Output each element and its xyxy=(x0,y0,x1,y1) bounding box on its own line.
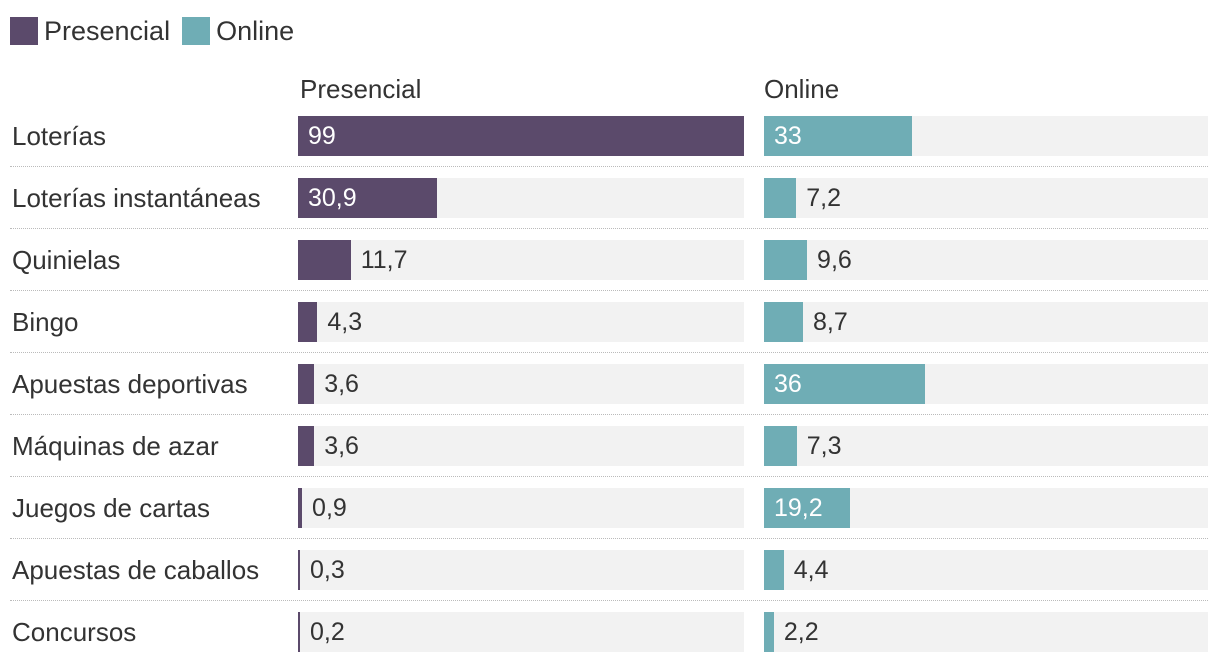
bar-online xyxy=(764,116,912,156)
bar-track-online: 36 xyxy=(764,364,1208,404)
column-header-presencial: Presencial xyxy=(300,74,422,104)
bar-track-online: 7,2 xyxy=(764,178,1208,218)
category-label: Bingo xyxy=(12,307,79,337)
bar-track-online: 4,4 xyxy=(764,550,1208,590)
data-label-presencial: 11,7 xyxy=(360,246,408,274)
bar-track-presencial: 0,3 xyxy=(298,550,744,590)
bar-track-online: 9,6 xyxy=(764,240,1208,280)
column-header-online: Online xyxy=(764,74,840,104)
category-label: Apuestas de caballos xyxy=(12,555,260,585)
data-label-online: 19,2 xyxy=(774,494,823,522)
bar-track-presencial: 0,2 xyxy=(298,612,744,652)
data-label-presencial: 0,9 xyxy=(312,494,347,522)
legend-item-online: Online xyxy=(182,16,294,47)
bar-presencial xyxy=(298,302,318,342)
row-divider xyxy=(10,600,1208,601)
legend-label-presencial: Presencial xyxy=(44,15,171,46)
bar-track-presencial: 3,6 xyxy=(298,426,744,466)
bar-track-presencial: 99 xyxy=(298,116,744,156)
category-label: Concursos xyxy=(12,617,137,647)
row-divider xyxy=(10,476,1208,477)
category-label: Apuestas deportivas xyxy=(12,369,248,399)
bar-track-online: 19,2 xyxy=(764,488,1208,528)
bar-track-presencial: 3,6 xyxy=(298,364,744,404)
data-label-presencial: 3,6 xyxy=(324,370,359,398)
bar-online xyxy=(764,240,808,280)
data-label-online: 36 xyxy=(774,370,802,398)
bar-online xyxy=(764,550,784,590)
bar-presencial xyxy=(298,116,744,156)
bar-presencial xyxy=(298,178,438,218)
data-label-online: 7,3 xyxy=(806,432,842,460)
legend-item-presencial: Presencial xyxy=(10,16,170,47)
bar-track-presencial: 30,9 xyxy=(298,178,744,218)
data-label-online: 9,6 xyxy=(817,246,852,274)
data-label-presencial: 30,9 xyxy=(308,184,357,212)
bar-presencial xyxy=(298,240,351,280)
row-divider xyxy=(10,352,1208,353)
data-label-online: 4,4 xyxy=(793,556,829,584)
bar-online xyxy=(764,302,804,342)
row-divider xyxy=(10,166,1208,167)
row-divider xyxy=(10,538,1208,539)
legend-label-online: Online xyxy=(216,15,295,46)
category-label: Juegos de cartas xyxy=(12,493,211,523)
category-label: Loterías xyxy=(12,121,106,151)
data-label-presencial: 3,6 xyxy=(324,432,359,460)
data-label-online: 33 xyxy=(774,122,802,150)
bar-online xyxy=(764,426,797,466)
bar-online xyxy=(764,612,774,652)
bar-track-online: 2,2 xyxy=(764,612,1208,652)
legend: Presencial Online xyxy=(10,16,306,46)
data-label-online: 8,7 xyxy=(813,308,848,336)
bar-online xyxy=(764,178,797,218)
bar-presencial xyxy=(298,426,315,466)
category-label: Quinielas xyxy=(12,245,121,275)
bar-track-presencial: 0,9 xyxy=(298,488,744,528)
bar-track-online: 33 xyxy=(764,116,1208,156)
data-label-online: 2,2 xyxy=(783,618,819,646)
bar-online xyxy=(764,488,851,528)
row-divider xyxy=(10,228,1208,229)
category-label: Máquinas de azar xyxy=(12,431,219,461)
data-label-presencial: 4,3 xyxy=(327,308,363,336)
bar-presencial xyxy=(298,364,315,404)
bar-online xyxy=(764,364,926,404)
data-label-presencial: 0,3 xyxy=(310,556,345,584)
bar-presencial xyxy=(298,488,303,528)
bar-track-presencial: 4,3 xyxy=(298,302,744,342)
legend-swatch-online xyxy=(182,17,211,45)
bar-track-presencial: 11,7 xyxy=(298,240,744,280)
legend-swatch-presencial xyxy=(10,17,38,45)
bar-track-online: 8,7 xyxy=(764,302,1208,342)
data-label-presencial: 99 xyxy=(308,122,336,150)
bar-presencial xyxy=(298,612,300,652)
data-label-online: 7,2 xyxy=(806,184,842,212)
row-divider xyxy=(10,290,1208,291)
bar-track-online: 7,3 xyxy=(764,426,1208,466)
category-label: Loterías instantáneas xyxy=(12,183,261,213)
bar-presencial xyxy=(298,550,300,590)
data-label-presencial: 0,2 xyxy=(310,618,345,646)
row-divider xyxy=(10,414,1208,415)
